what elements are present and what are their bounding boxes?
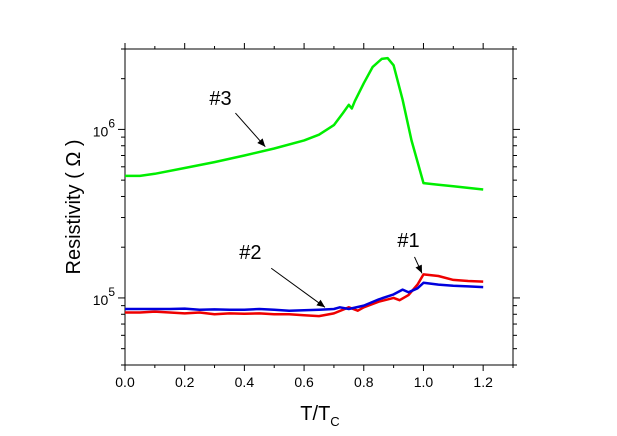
x-tick-label: 1.0 (414, 374, 434, 390)
annotation-label: #1 (397, 230, 419, 252)
x-tick-label: 0.0 (115, 374, 135, 390)
x-tick-label: 0.6 (294, 374, 314, 390)
annotation-arrowhead (316, 299, 325, 308)
annotation-label: #3 (209, 88, 231, 110)
axis-ticks (118, 43, 520, 371)
x-axis-title: T/TC (300, 403, 339, 429)
x-tick-label: 0.2 (175, 374, 195, 390)
y-axis-title: Resistivity ( Ω ) (63, 140, 85, 275)
series-line-2 (125, 273, 484, 318)
x-tick-label: 1.2 (473, 374, 493, 390)
plot-frame (124, 48, 514, 366)
series-line-3 (125, 281, 484, 312)
annotation-arrowhead (257, 138, 266, 147)
x-tick-label: 0.4 (235, 374, 255, 390)
y-tick-label: 106 (93, 116, 116, 139)
series-line-1 (125, 56, 484, 191)
annotation-layer: #3 #2 #1 (209, 88, 423, 308)
x-tick-label: 0.8 (354, 374, 374, 390)
axis-tick-labels: 0.0 0.2 0.4 0.6 0.8 1.0 1.2 105 106 (93, 116, 493, 390)
series-layer (125, 56, 484, 318)
y-tick-label: 105 (93, 285, 116, 308)
annotation-label: #2 (239, 242, 261, 264)
annotation-arrow-line (270, 267, 326, 308)
annotation-arrowhead (415, 264, 422, 274)
